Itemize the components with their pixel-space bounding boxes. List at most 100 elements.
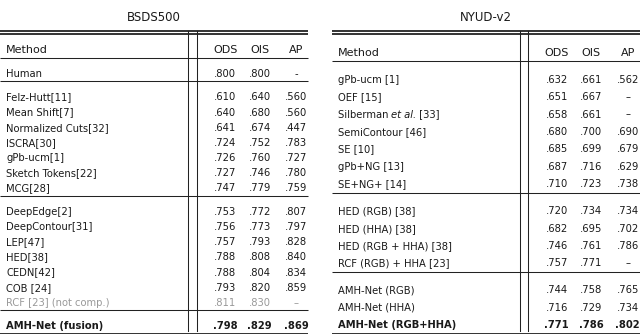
Text: .753: .753 [214,207,236,217]
Text: .840: .840 [285,253,307,263]
Text: .674: .674 [248,123,271,133]
Text: HED (RGB) [38]: HED (RGB) [38] [338,206,415,216]
Text: .680: .680 [546,127,568,137]
Text: AP: AP [620,48,635,58]
Text: gPb-ucm[1]: gPb-ucm[1] [6,153,64,163]
Text: .734: .734 [616,206,639,216]
Text: .610: .610 [214,93,236,102]
Text: HED[38]: HED[38] [6,253,48,263]
Text: .651: .651 [545,92,568,102]
Text: .734: .734 [616,303,639,313]
Text: OIS: OIS [250,45,269,55]
Text: .690: .690 [616,127,639,137]
Text: .786: .786 [579,320,604,330]
Text: COB [24]: COB [24] [6,283,51,293]
Text: [33]: [33] [417,110,440,120]
Text: Sketch Tokens[22]: Sketch Tokens[22] [6,168,97,178]
Text: .687: .687 [545,162,568,172]
Text: AMH-Net (RGB): AMH-Net (RGB) [338,286,414,296]
Text: .738: .738 [616,179,639,189]
Text: .765: .765 [616,286,639,296]
Text: .757: .757 [214,237,236,247]
Text: .746: .746 [248,168,271,178]
Text: AP: AP [289,45,303,55]
Text: ISCRA[30]: ISCRA[30] [6,138,56,148]
Text: Method: Method [338,48,380,58]
Text: .562: .562 [616,75,639,85]
Text: .632: .632 [545,75,568,85]
Text: .761: .761 [580,241,602,251]
Text: .640: .640 [249,93,271,102]
Text: .788: .788 [214,253,236,263]
Text: .786: .786 [616,241,639,251]
Text: .788: .788 [214,268,236,278]
Text: BSDS500: BSDS500 [127,11,181,24]
Text: .720: .720 [545,206,568,216]
Text: .729: .729 [580,303,602,313]
Text: RCF [23] (not comp.): RCF [23] (not comp.) [6,298,109,308]
Text: ODS: ODS [213,45,237,55]
Text: gPb-ucm [1]: gPb-ucm [1] [338,75,399,85]
Text: .811: .811 [214,298,236,308]
Text: SemiContour [46]: SemiContour [46] [338,127,426,137]
Text: .793: .793 [214,283,236,293]
Text: .710: .710 [545,179,568,189]
Text: .780: .780 [285,168,307,178]
Text: .829: .829 [248,321,272,331]
Text: .560: .560 [285,93,307,102]
Text: .716: .716 [580,162,602,172]
Text: NYUD-v2: NYUD-v2 [460,11,512,24]
Text: Human: Human [6,69,42,79]
Text: .680: .680 [249,108,271,118]
Text: .758: .758 [580,286,602,296]
Text: .771: .771 [580,259,602,269]
Text: SE+NG+ [14]: SE+NG+ [14] [338,179,406,189]
Text: –: – [294,298,299,308]
Text: AMH-Net (HHA): AMH-Net (HHA) [338,303,415,313]
Text: –: – [625,92,630,102]
Text: SE [10]: SE [10] [338,144,374,154]
Text: .629: .629 [616,162,639,172]
Text: RCF (RGB) + HHA [23]: RCF (RGB) + HHA [23] [338,259,449,269]
Text: .685: .685 [545,144,568,154]
Text: .726: .726 [214,153,236,163]
Text: –: – [625,110,630,120]
Text: .447: .447 [285,123,307,133]
Text: .661: .661 [580,75,602,85]
Text: .640: .640 [214,108,236,118]
Text: .804: .804 [249,268,271,278]
Text: .800: .800 [249,69,271,79]
Text: MCG[28]: MCG[28] [6,183,50,193]
Text: .797: .797 [285,222,307,232]
Text: gPb+NG [13]: gPb+NG [13] [338,162,404,172]
Text: .757: .757 [545,259,568,269]
Text: et al.: et al. [391,110,417,120]
Text: .869: .869 [284,321,308,331]
Text: AMH-Net (RGB+HHA): AMH-Net (RGB+HHA) [338,320,456,330]
Text: DeepContour[31]: DeepContour[31] [6,222,93,232]
Text: HED (RGB + HHA) [38]: HED (RGB + HHA) [38] [338,241,452,251]
Text: .756: .756 [214,222,236,232]
Text: .682: .682 [545,224,568,233]
Text: .779: .779 [248,183,271,193]
Text: .752: .752 [248,138,271,148]
Text: DeepEdge[2]: DeepEdge[2] [6,207,72,217]
Text: .830: .830 [249,298,271,308]
Text: .759: .759 [285,183,307,193]
Text: .771: .771 [545,320,569,330]
Text: CEDN[42]: CEDN[42] [6,268,55,278]
Text: .772: .772 [248,207,271,217]
Text: -: - [294,69,298,79]
Text: .667: .667 [580,92,602,102]
Text: .734: .734 [580,206,602,216]
Text: Felz-Hutt[11]: Felz-Hutt[11] [6,93,72,102]
Text: Method: Method [6,45,48,55]
Text: .773: .773 [248,222,271,232]
Text: .800: .800 [214,69,236,79]
Text: .807: .807 [285,207,307,217]
Text: .744: .744 [546,286,568,296]
Text: .641: .641 [214,123,236,133]
Text: .834: .834 [285,268,307,278]
Text: .658: .658 [545,110,568,120]
Text: .700: .700 [580,127,602,137]
